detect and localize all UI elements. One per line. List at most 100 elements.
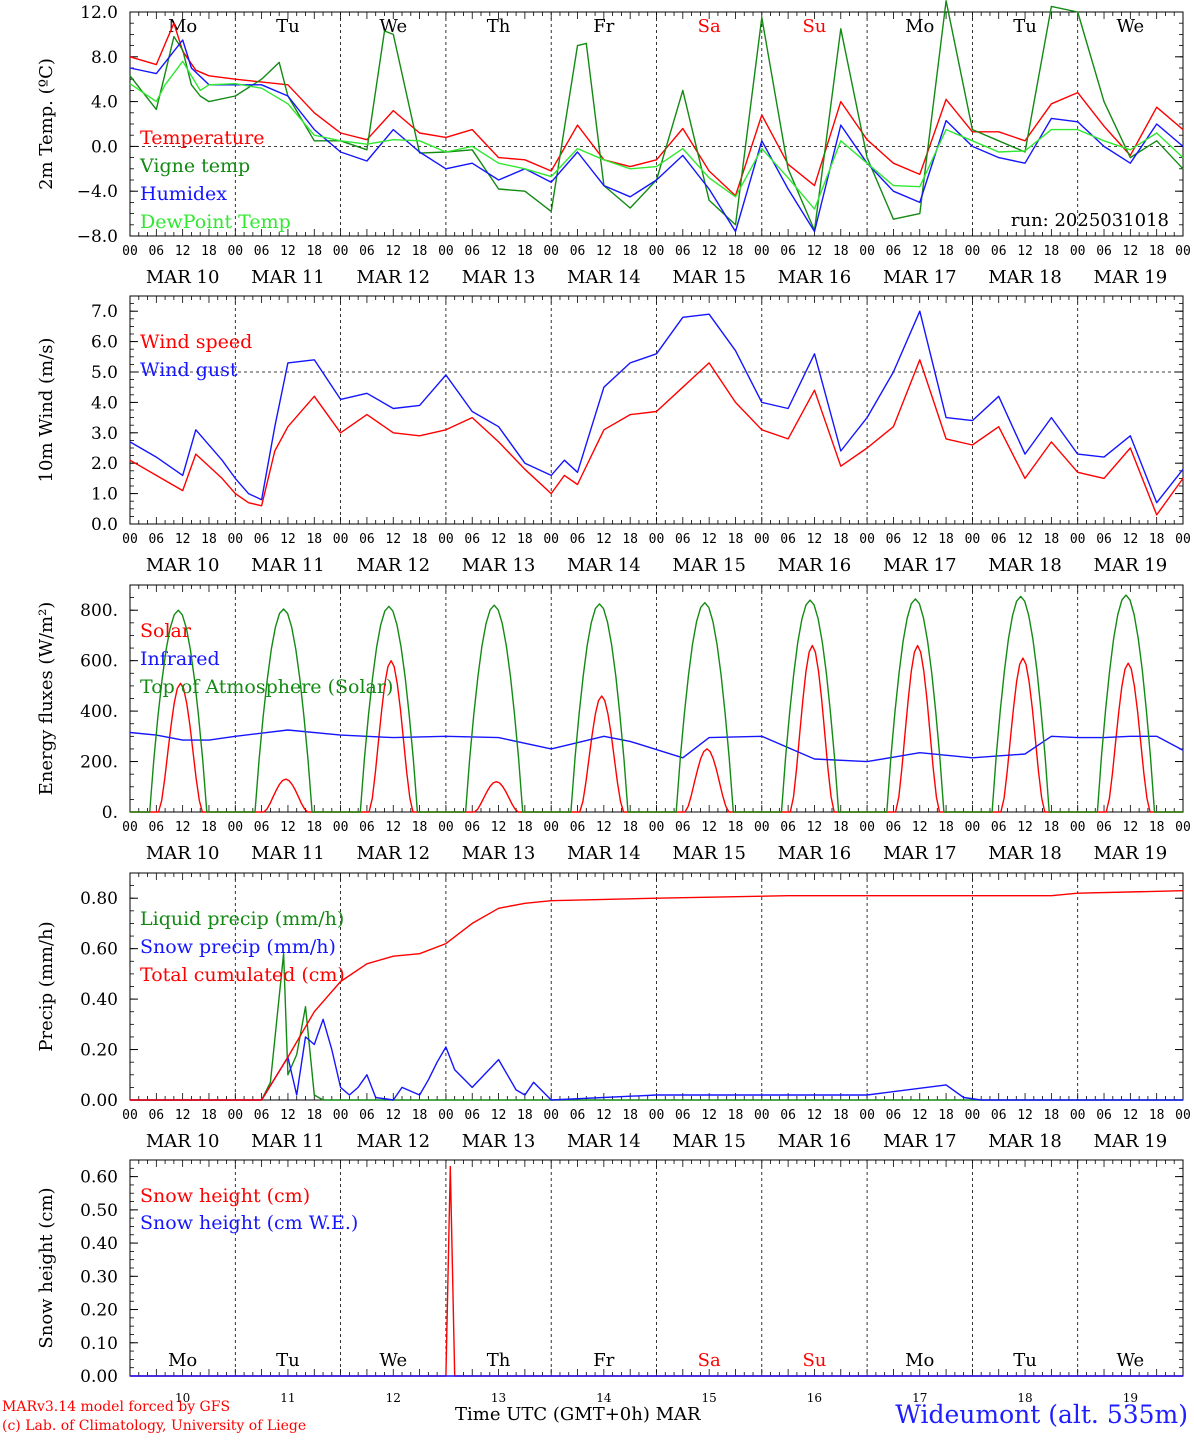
weekday-label: Tu: [1013, 1350, 1037, 1371]
series-line-temperature: [129, 22, 1184, 197]
y-tick-label: 200.: [80, 753, 118, 773]
date-label: MAR 18: [988, 843, 1062, 864]
date-label: MAR 14: [567, 1131, 641, 1152]
y-axis-label: 2m Temp. (ºC): [36, 58, 57, 190]
date-label: MAR 13: [462, 1131, 536, 1152]
hour-label: 12: [807, 820, 823, 835]
legend-entry: Snow precip (mm/h): [140, 936, 336, 958]
hour-label: 00: [227, 244, 243, 259]
y-tick-label: 0.30: [80, 1267, 118, 1287]
hour-label: 18: [1044, 820, 1060, 835]
hour-label: 06: [991, 1108, 1007, 1123]
hour-label: 00: [965, 1108, 981, 1123]
y-tick-label: 0.50: [80, 1201, 118, 1221]
series-line-top-of-atmosphere-solar-: [130, 594, 1183, 813]
hour-label: 18: [412, 820, 428, 835]
series-line-liquid-precip-mm-h-: [130, 953, 1183, 1101]
hour-label: 12: [491, 532, 507, 547]
hour-label: 06: [675, 244, 691, 259]
weekday-label: Sa: [698, 1350, 721, 1371]
y-axis-label: Energy fluxes (W/m²): [36, 602, 57, 796]
hour-label: 12: [1123, 244, 1139, 259]
date-label: MAR 14: [567, 267, 641, 288]
hour-label: 06: [359, 820, 375, 835]
hour-label: 12: [596, 1108, 612, 1123]
y-tick-label: 0.60: [80, 1168, 118, 1188]
y-tick-label: 0.20: [80, 1041, 118, 1061]
hour-label: 18: [1044, 532, 1060, 547]
hour-label: 00: [1175, 820, 1191, 835]
hour-label: 06: [886, 1108, 902, 1123]
hour-label: 00: [438, 1108, 454, 1123]
station-label: Wideumont (alt. 535m): [895, 1400, 1188, 1429]
hour-label: 00: [1175, 1108, 1191, 1123]
y-tick-label: 8.0: [91, 48, 118, 68]
hour-label: 18: [622, 820, 638, 835]
weekday-label: Mo: [905, 1350, 934, 1371]
time-axis-label: Time UTC (GMT+0h) MAR: [455, 1404, 701, 1425]
legend-entry: Solar: [140, 620, 192, 642]
hour-label: 18: [938, 820, 954, 835]
hour-label: 06: [359, 1108, 375, 1123]
hour-label: 06: [675, 1108, 691, 1123]
hour-label: 06: [675, 820, 691, 835]
hour-label: 00: [1070, 820, 1086, 835]
hour-label: 12: [701, 1108, 717, 1123]
plot-frame: [129, 11, 1184, 237]
legend-entry: Wind speed: [140, 331, 252, 353]
y-tick-label: 7.0: [91, 302, 118, 322]
legend-entry: Temperature: [140, 127, 264, 149]
hour-label: 00: [333, 1108, 349, 1123]
hour-label: 18: [412, 1108, 428, 1123]
date-label: MAR 19: [1094, 267, 1168, 288]
hour-label: 00: [122, 532, 138, 547]
hour-label: 06: [780, 820, 796, 835]
series-line-infrared: [129, 729, 1184, 763]
date-label: MAR 12: [356, 267, 430, 288]
hour-label: 06: [780, 532, 796, 547]
weekday-label: Fr: [593, 1350, 614, 1371]
hour-label: 00: [438, 532, 454, 547]
hour-label: 18: [517, 1108, 533, 1123]
hour-label: 18: [412, 532, 428, 547]
day-number-label: 12: [386, 1391, 401, 1405]
series-line-humidex: [129, 39, 1184, 233]
hour-label: 12: [385, 820, 401, 835]
hour-label: 06: [464, 820, 480, 835]
hour-label: 06: [1096, 820, 1112, 835]
chart-panel-1: 12.0 8.0 4.0 0.0 −4.0 −8.0 2m Temp. (ºC) 00 06 12…: [36, 0, 1191, 288]
weekday-label: Th: [487, 16, 511, 37]
hour-label: 06: [148, 244, 164, 259]
hour-label: 06: [570, 820, 586, 835]
hour-label: 00: [965, 244, 981, 259]
weekday-label: Tu: [276, 1350, 300, 1371]
chart-panel-2: 7.0 6.0 5.0 4.0 3.0 2.0 1.0 0.0 10m Wind (m/s) 00…: [36, 295, 1191, 576]
hour-label: 06: [570, 1108, 586, 1123]
hour-label: 00: [859, 820, 875, 835]
hour-label: 12: [807, 244, 823, 259]
date-label: MAR 15: [672, 1131, 746, 1152]
legend-entry: Total cumulated (cm): [140, 964, 345, 986]
hour-label: 00: [1070, 244, 1086, 259]
legend-entry: DewPoint Temp: [140, 211, 291, 233]
hour-label: 00: [859, 244, 875, 259]
hour-label: 12: [701, 820, 717, 835]
y-tick-label: 600.: [80, 652, 118, 672]
date-label: MAR 10: [146, 555, 220, 576]
hour-label: 18: [938, 244, 954, 259]
date-label: MAR 12: [356, 1131, 430, 1152]
hour-label: 18: [622, 532, 638, 547]
y-tick-label: −8.0: [77, 227, 118, 247]
y-tick-label: 0.0: [91, 515, 118, 535]
hour-label: 06: [780, 244, 796, 259]
weekday-label: Sa: [698, 16, 721, 37]
hour-label: 06: [1096, 1108, 1112, 1123]
weekday-label: Tu: [276, 16, 300, 37]
hour-label: 18: [622, 244, 638, 259]
y-tick-label: 0.00: [80, 1091, 118, 1111]
hour-label: 00: [859, 532, 875, 547]
hour-label: 00: [333, 244, 349, 259]
hour-label: 18: [1149, 1108, 1165, 1123]
hour-label: 12: [596, 244, 612, 259]
